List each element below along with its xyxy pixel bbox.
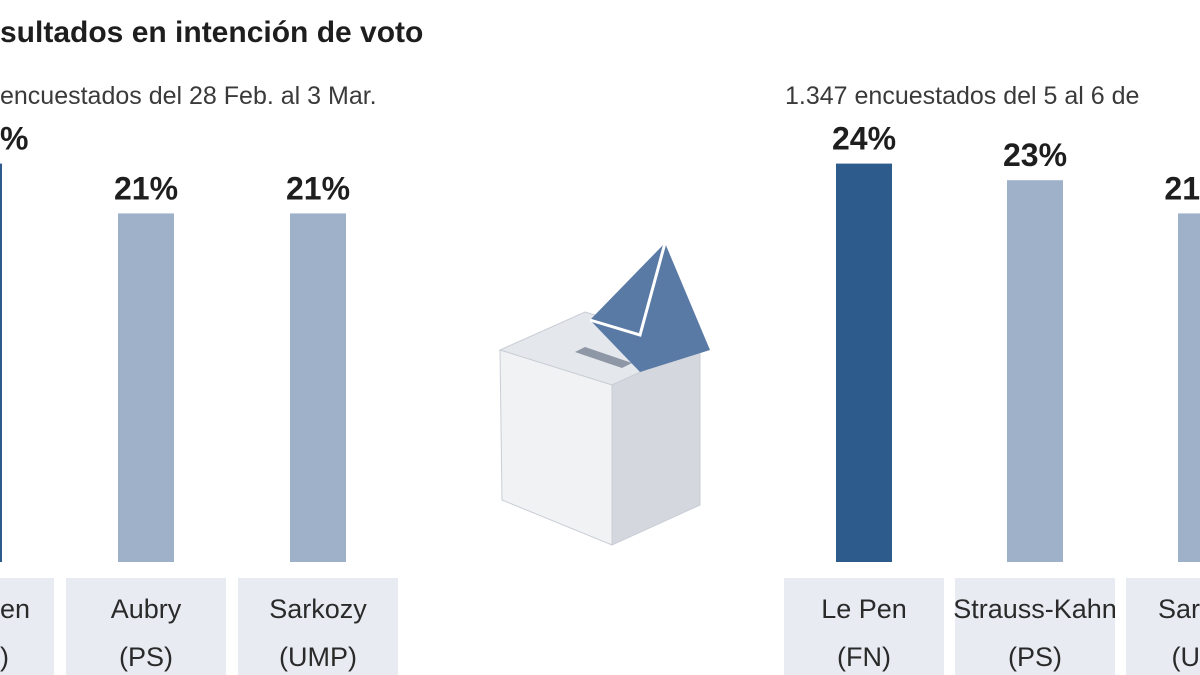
category-label: Strauss-Kahn: [953, 594, 1117, 624]
bar: [836, 163, 892, 562]
category-box: [0, 578, 54, 675]
category-label: Le Pen: [821, 594, 907, 624]
bar: [1178, 213, 1200, 562]
category-label: (UMP): [279, 642, 357, 672]
category-label: (FN): [837, 642, 891, 672]
bar: [0, 163, 2, 562]
category-label: Sarkozy: [269, 594, 367, 624]
subtitle: encuestados del 28 Feb. al 3 Mar.: [0, 82, 377, 110]
category-label: (PS): [1008, 642, 1062, 672]
value-label: 24%: [832, 121, 896, 157]
category-box: [784, 578, 944, 675]
value-label: 21: [1164, 170, 1200, 206]
category-label: (U: [1172, 642, 1200, 672]
category-label: Sar: [1158, 594, 1200, 624]
category-box: [1126, 578, 1200, 675]
bar: [1007, 180, 1063, 562]
category-label: ): [0, 642, 9, 672]
category-label: (PS): [119, 642, 173, 672]
bar: [118, 213, 174, 562]
value-label: 23%: [1003, 137, 1067, 173]
category-label: Aubry: [111, 594, 182, 624]
category-box: [955, 578, 1115, 675]
chart-title: sultados en intención de voto: [0, 16, 423, 49]
ballot-box-icon: [498, 242, 710, 546]
category-label: en: [0, 594, 30, 624]
value-label: %: [0, 121, 28, 157]
category-box: [66, 578, 226, 675]
value-label: 21%: [286, 170, 350, 206]
bar: [290, 213, 346, 562]
value-label: 21%: [114, 170, 178, 206]
subtitle: 1.347 encuestados del 5 al 6 de: [785, 82, 1139, 110]
category-box: [238, 578, 398, 675]
